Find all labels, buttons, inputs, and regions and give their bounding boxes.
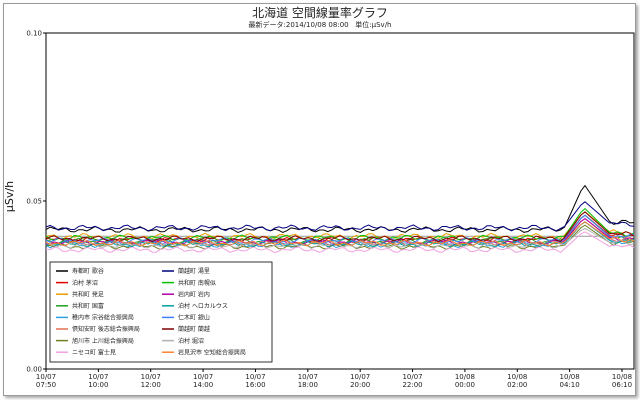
y-tick-label: 0.05: [26, 198, 42, 206]
legend-label: 共和町 国富: [72, 302, 104, 310]
x-tick-date: 10/07: [402, 373, 422, 381]
x-tick-time: 07:50: [36, 381, 56, 389]
legend-label: 泊村 茅沼: [72, 279, 98, 287]
x-tick-time: 20:00: [350, 381, 370, 389]
x-tick-time: 02:00: [507, 381, 527, 389]
x-tick-time: 00:00: [455, 381, 475, 389]
x-tick-time: 04:10: [560, 381, 580, 389]
latest-data-value: 2014/10/08 08:00: [285, 21, 349, 29]
legend-label: 寿都町 歌谷: [72, 267, 104, 275]
legend-label: 蘭越町 蘭越: [178, 325, 210, 333]
series-line: [45, 231, 635, 254]
x-tick-date: 10/08: [560, 373, 580, 381]
unit-label: 単位:: [355, 21, 372, 29]
legend-label: 旭川市 上川総合振興局: [72, 337, 134, 345]
legend-label: 共和町 南幌似: [178, 279, 216, 287]
x-tick-date: 10/07: [36, 373, 56, 381]
legend-label: 岩見沢市 空知総合振興局: [178, 348, 246, 356]
legend-label: 倶知安町 後志総合振興局: [72, 325, 140, 333]
x-tick-date: 10/07: [245, 373, 265, 381]
x-tick-date: 10/08: [455, 373, 475, 381]
x-tick-time: 14:00: [193, 381, 213, 389]
x-tick-time: 22:00: [402, 381, 422, 389]
legend-label: 岩内町 岩内: [178, 290, 210, 298]
x-tick-date: 10/07: [298, 373, 318, 381]
legend-box: [49, 261, 273, 363]
x-tick-date: 10/08: [507, 373, 527, 381]
legend-label: 仁木町 銀山: [178, 314, 210, 322]
x-tick-time: 06:10: [612, 381, 632, 389]
series-line: [45, 221, 635, 247]
latest-data-label: 最新データ:: [248, 21, 286, 29]
legend-label: 蘭越町 湯里: [178, 267, 210, 275]
legend-label: 稚内市 宗谷総合振興局: [72, 314, 134, 322]
x-tick-date: 10/07: [193, 373, 213, 381]
legend-label: 泊村 堀沼: [178, 337, 204, 345]
legend-label: ニセコ町 富士見: [72, 348, 116, 356]
x-tick-time: 18:00: [298, 381, 318, 389]
legend-label: 泊村 ヘロカルウス: [178, 302, 228, 310]
series-line: [45, 201, 635, 232]
chart-subtitle: 最新データ:2014/10/08 08:00 単位:μSv/h: [0, 20, 640, 30]
series-line: [45, 211, 635, 243]
unit-value: μSv/h: [371, 21, 392, 29]
y-tick-label: 0.00: [26, 366, 42, 374]
x-tick-date: 10/07: [88, 373, 108, 381]
legend-label: 共和町 発足: [72, 290, 104, 298]
y-tick-label: 0.10: [26, 30, 42, 38]
chart-title: 北海道 空間線量率グラフ: [252, 6, 388, 20]
x-tick-date: 10/07: [350, 373, 370, 381]
x-tick-date: 10/07: [141, 373, 161, 381]
x-tick-date: 10/08: [612, 373, 632, 381]
series-line: [45, 227, 635, 249]
x-tick-time: 16:00: [245, 381, 265, 389]
x-tick-time: 10:00: [88, 381, 108, 389]
x-tick-time: 12:00: [141, 381, 161, 389]
